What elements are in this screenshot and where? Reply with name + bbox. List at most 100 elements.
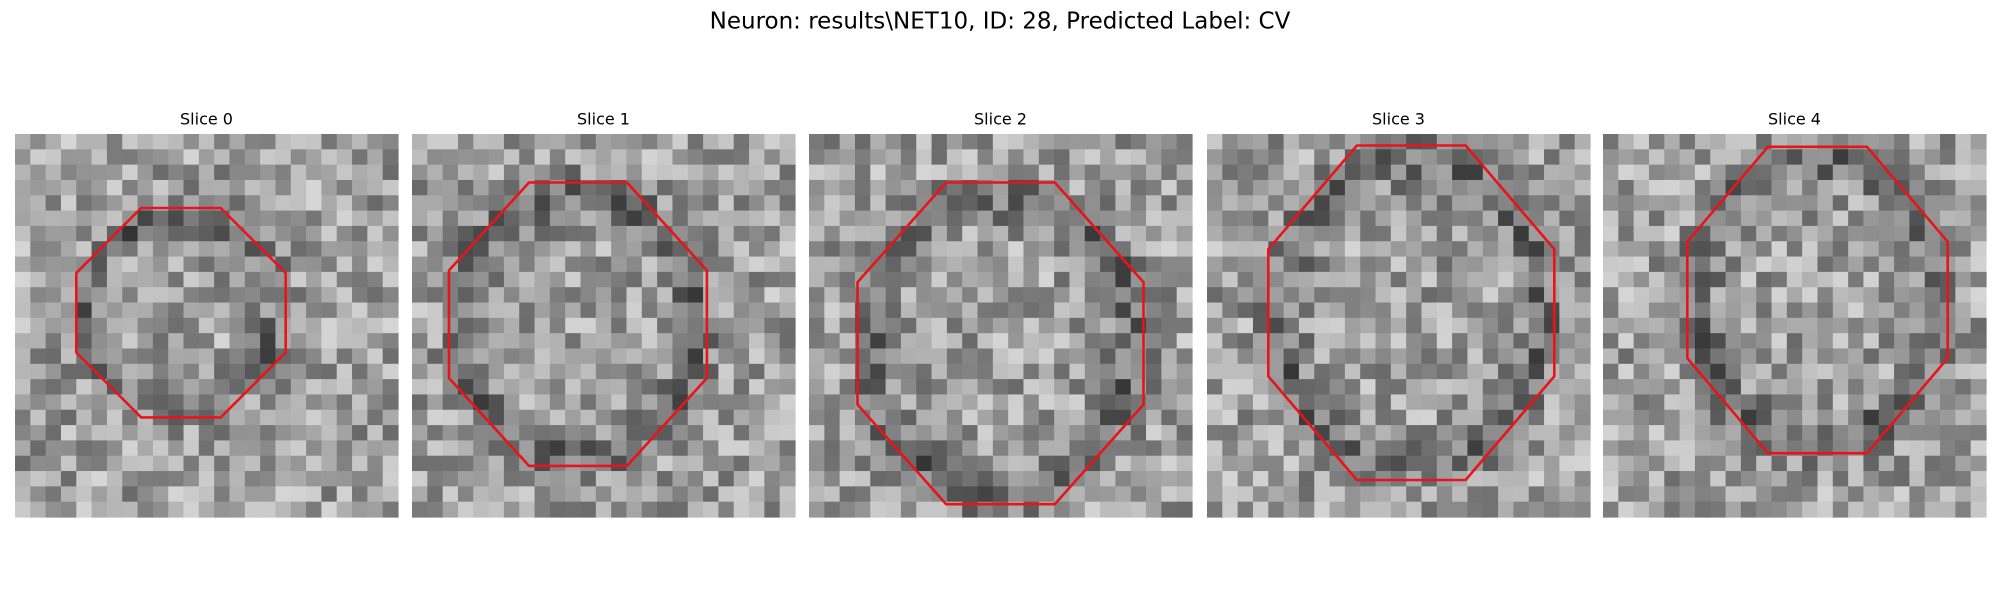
- pixel: [733, 486, 750, 503]
- pixel: [321, 210, 338, 227]
- pixel: [473, 394, 490, 411]
- pixel: [1452, 179, 1469, 196]
- pixel: [1710, 471, 1727, 487]
- pixel: [382, 394, 399, 411]
- pixel: [106, 348, 123, 365]
- pixel: [290, 425, 307, 441]
- pixel: [1817, 241, 1834, 258]
- pixel: [1970, 333, 1987, 350]
- pixel: [1940, 363, 1956, 380]
- pixel: [1863, 256, 1880, 273]
- pixel: [1146, 225, 1162, 242]
- pixel: [382, 195, 399, 212]
- pixel: [854, 210, 871, 227]
- pixel: [1528, 486, 1545, 503]
- pixel: [76, 440, 93, 457]
- pixel: [641, 486, 658, 503]
- pixel: [870, 210, 887, 227]
- pixel: [1252, 348, 1269, 365]
- pixel: [1648, 256, 1665, 273]
- pixel: [1633, 440, 1650, 457]
- pixel: [122, 501, 139, 518]
- pixel: [1314, 486, 1331, 503]
- pixel: [626, 271, 643, 288]
- pixel: [1513, 179, 1530, 196]
- pixel: [321, 149, 338, 166]
- pixel: [672, 333, 689, 350]
- pixel: [1360, 164, 1377, 181]
- pixel: [1544, 225, 1560, 242]
- pixel: [198, 471, 215, 487]
- pixel: [198, 425, 215, 441]
- pixel: [580, 409, 597, 426]
- pixel: [1528, 271, 1545, 288]
- pixel: [809, 225, 825, 242]
- pixel: [427, 287, 444, 304]
- pixel: [412, 348, 428, 365]
- pixel: [900, 164, 917, 181]
- pixel: [336, 164, 353, 181]
- pixel: [30, 394, 47, 411]
- pixel: [1314, 149, 1331, 166]
- pixel: [1817, 455, 1834, 472]
- pixel: [916, 394, 933, 411]
- pixel: [1603, 317, 1619, 334]
- pixel: [473, 363, 490, 380]
- pixel: [809, 164, 825, 181]
- pixel: [168, 302, 185, 319]
- pixel: [1467, 394, 1484, 411]
- pixel: [809, 394, 825, 411]
- pixel: [1664, 409, 1681, 426]
- pixel: [306, 256, 322, 273]
- pixel: [733, 287, 750, 304]
- pixel: [946, 486, 963, 503]
- pixel: [870, 302, 887, 319]
- pixel: [352, 287, 368, 304]
- pixel: [718, 256, 735, 273]
- pixel: [611, 256, 628, 273]
- pixel: [427, 179, 444, 196]
- pixel: [1452, 302, 1469, 319]
- pixel: [1222, 149, 1239, 166]
- pixel: [718, 317, 735, 334]
- pixel: [60, 486, 77, 503]
- pixel: [1100, 486, 1116, 503]
- pixel: [1710, 363, 1727, 380]
- pixel: [15, 302, 31, 319]
- pixel: [1314, 409, 1331, 426]
- pixel: [519, 440, 536, 457]
- pixel: [1528, 164, 1545, 181]
- pixel: [1710, 149, 1727, 166]
- pixel: [168, 379, 185, 396]
- pixel: [76, 134, 93, 150]
- pixel: [718, 287, 735, 304]
- pixel: [641, 455, 658, 472]
- pixel: [1756, 409, 1773, 426]
- pixel: [1436, 333, 1453, 350]
- pixel: [1207, 394, 1223, 411]
- pixel: [595, 333, 612, 350]
- pixel: [1756, 164, 1773, 181]
- pixel: [1802, 363, 1819, 380]
- pixel: [321, 455, 338, 472]
- pixel: [1452, 501, 1469, 518]
- pixel: [1633, 333, 1650, 350]
- pixel: [15, 134, 31, 150]
- pixel: [1298, 363, 1315, 380]
- pixel: [779, 164, 796, 181]
- pixel: [1648, 455, 1665, 472]
- pixel: [1375, 149, 1392, 166]
- pixel: [1482, 179, 1499, 196]
- pixel: [488, 317, 505, 334]
- pixel: [1970, 241, 1987, 258]
- pixel: [229, 409, 246, 426]
- pixel: [1618, 164, 1635, 181]
- pixel: [503, 210, 520, 227]
- pixel: [1894, 210, 1910, 227]
- pixel: [595, 164, 612, 181]
- pixel: [534, 195, 551, 212]
- pixel: [1344, 394, 1361, 411]
- pixel: [824, 363, 841, 380]
- pixel: [839, 425, 856, 441]
- pixel: [1909, 287, 1926, 304]
